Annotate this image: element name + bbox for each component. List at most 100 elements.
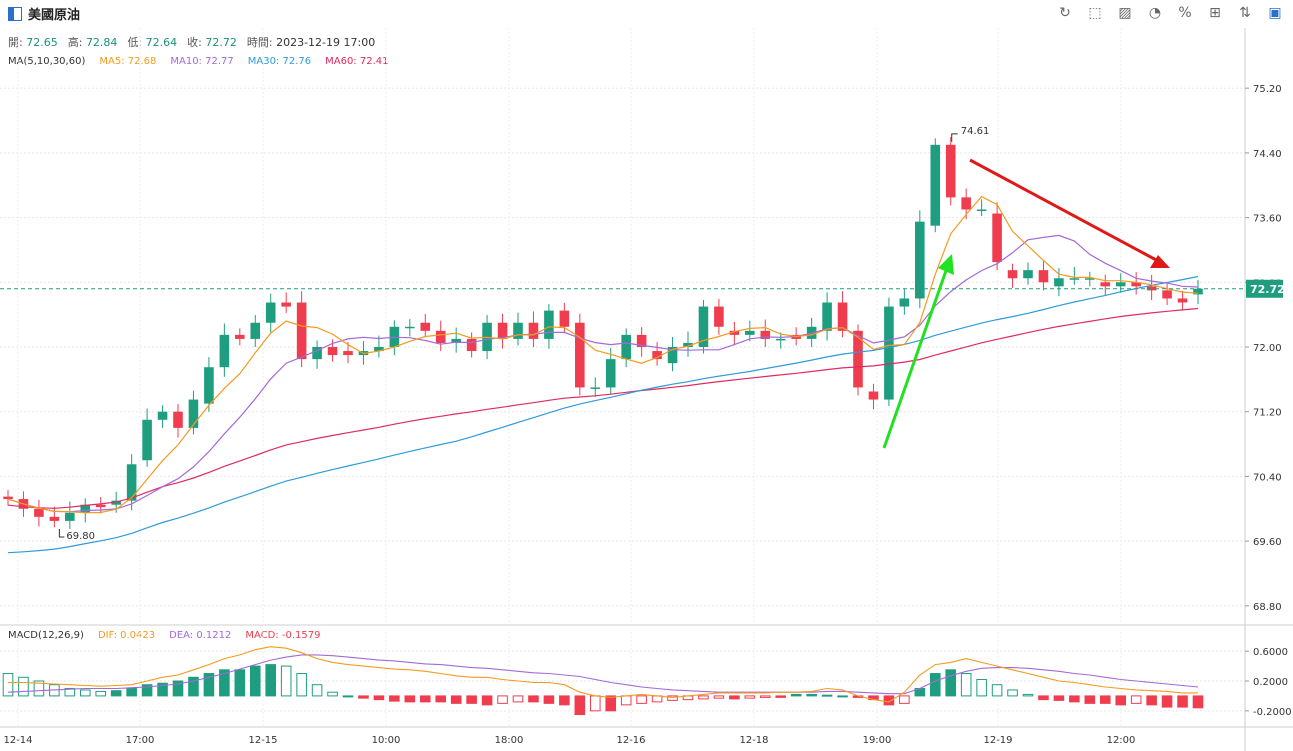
macd-bar [976,679,987,697]
candle-body [714,306,724,327]
indicator-icon[interactable]: ⇅ [1239,5,1251,21]
candle-body [343,351,353,356]
candle-body [188,399,199,428]
candle-body [698,306,709,347]
panel-icon[interactable]: ▣ [1268,5,1282,21]
candle-body [636,334,647,347]
macd-value-legend: MACD: -0.1579 [245,630,321,641]
draw-icon[interactable]: ⬚ [1088,5,1102,21]
candle-body [374,347,384,352]
time-tick-label: 12-16 [616,735,645,746]
candle-body [265,302,276,323]
time-tick-label: 17:00 [126,735,155,746]
macd-bar [883,695,895,706]
macd-bar [945,669,957,697]
ma30-line [7,275,1199,554]
macd-bar [574,695,586,716]
candle-body [976,209,987,211]
percent-icon[interactable]: % [1178,5,1192,21]
refresh-icon[interactable]: ↻ [1059,5,1071,21]
time-label: 時間: [246,36,273,49]
candle-body [1085,278,1095,280]
candle-body [884,306,894,400]
time-tick-label: 12-15 [248,735,277,746]
toolbar: ↻ ⬚ ▨ ◔ % ⊞ ⇅ ▣ [1057,4,1283,22]
macd-bar [296,673,307,697]
price-tick-label: 70.40 [1253,472,1282,483]
candle-body [915,221,925,299]
candle-body [1007,270,1018,279]
price-tick-label: 74.40 [1253,149,1282,160]
ma-legend-name: MA(5,10,30,60) [8,56,86,67]
candle-body [961,197,971,210]
candle-body [930,144,941,226]
time-tick-label: 19:00 [863,735,892,746]
price-tick-label: 75.20 [1253,84,1282,95]
candle-body [34,508,44,517]
macd-bar [373,695,385,701]
candle-body [992,213,1002,263]
macd-bar [589,695,601,712]
macd-bar [311,684,323,697]
candle-body [822,302,832,331]
macd-bar [157,682,168,697]
macd-bar [543,695,555,704]
candle-body [853,330,863,388]
macd-bar [636,695,647,704]
down-trend-arrow-shaft [969,158,1161,264]
macd-bar [234,669,246,697]
image-icon[interactable]: ▨ [1118,5,1132,21]
candle-body [250,322,261,339]
candle-body [745,330,755,335]
candle-body [497,322,508,339]
macd-bar [280,665,292,697]
macd-bar [172,680,184,697]
panel-toggle-icon[interactable] [8,6,22,21]
candle-body [327,347,338,356]
macd-bar [775,695,787,698]
macd-bar [1053,695,1065,701]
macd-bar [1192,695,1204,709]
macd-bar [713,695,725,699]
macd-bar [327,691,338,697]
grid-icon[interactable]: ⊞ [1209,5,1221,21]
macd-tick-label: 0.2000 [1253,677,1288,688]
macd-bar [1099,695,1111,704]
up-trend-arrow-head [938,254,954,275]
ma-legend: MA(5,10,30,60) MA5: 72.68 MA10: 72.77 MA… [8,56,388,67]
macd-bar [991,684,1003,697]
candle-body [173,411,183,428]
candle-body [95,504,106,508]
time-tick-label: 12-14 [3,735,32,746]
candle-body [605,359,616,388]
ma30-legend: MA30: 72.76 [247,56,312,67]
open-label: 開: [8,36,23,49]
macd-bar [1084,695,1096,704]
instrument-title: 美國原油 [28,8,81,23]
close-label: 收: [187,36,202,49]
macd-bar [1038,695,1049,701]
candle-body [559,310,570,327]
candle-body [590,387,601,389]
candle-body [204,367,214,404]
price-tick-label: 73.60 [1253,214,1282,225]
time-tick-label: 12:00 [1107,735,1136,746]
macd-bar [110,690,122,697]
pie-icon[interactable]: ◔ [1148,5,1162,21]
macd-legend: MACD(12,26,9) DIF: 0.0423 DEA: 0.1212 MA… [8,630,320,641]
macd-bar [512,695,524,703]
open-value: 72.65 [26,36,58,49]
macd-bar [64,687,76,697]
macd-bar [141,684,153,697]
macd-tick-label: -0.2000 [1253,707,1292,718]
macd-bar [358,695,369,699]
dea-legend: DEA: 0.1212 [169,630,232,641]
candle-body [466,338,477,352]
dif-legend: DIF: 0.0423 [97,630,156,641]
macd-bar [605,695,617,712]
candle-body [111,500,121,505]
macd-bar [929,673,941,697]
macd-bar [389,695,400,702]
candle-body [219,334,230,368]
